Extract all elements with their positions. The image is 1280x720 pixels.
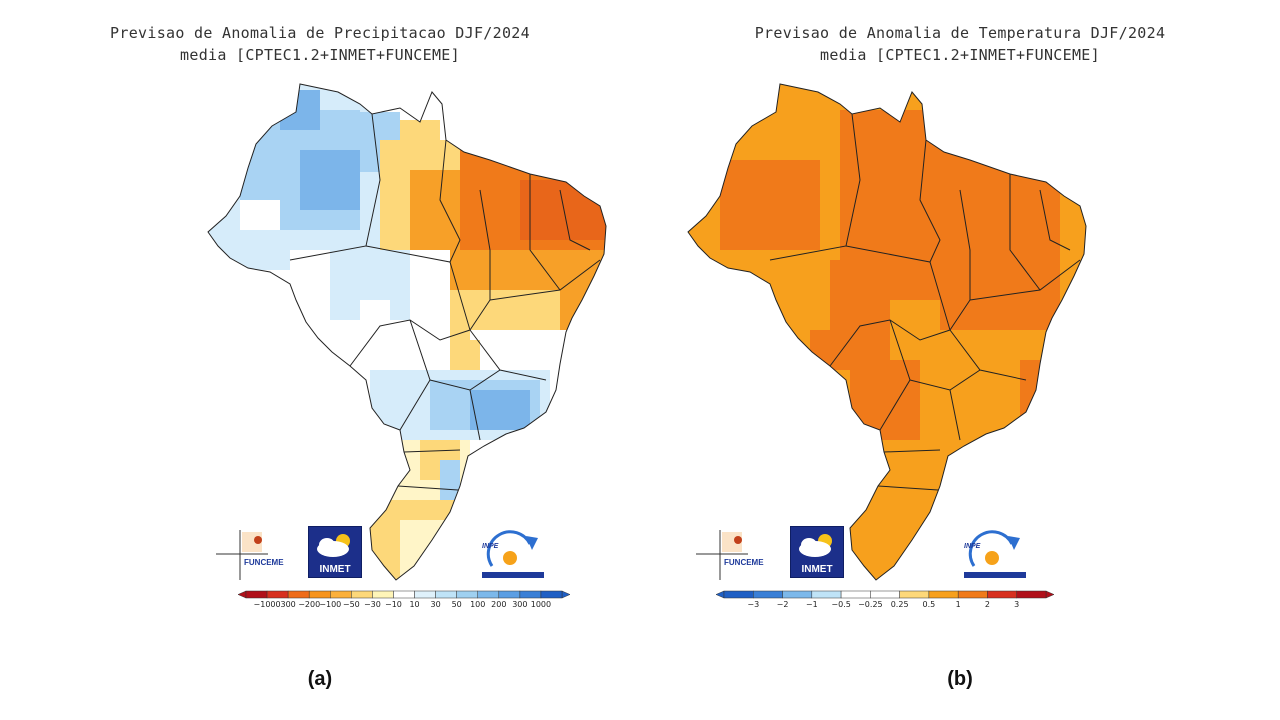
precipitation-colorbar-swatch xyxy=(393,590,415,599)
temperature-colorbar-tick: −1 xyxy=(805,600,818,609)
temperature-colorbar-tick: −0.25 xyxy=(858,600,883,609)
funceme-emblem-icon xyxy=(216,530,268,580)
temperature-colorbar-tick: −0.5 xyxy=(831,600,851,609)
precipitation-title: Previsao de Anomalia de Precipitacao DJF… xyxy=(0,22,640,66)
funceme-label: FUNCEME xyxy=(244,558,284,567)
inmet-logo: INMET xyxy=(790,526,844,578)
temperature-colorbar-swatch xyxy=(870,590,900,599)
temperature-title: Previsao de Anomalia de Temperatura DJF/… xyxy=(640,22,1280,66)
precipitation-colorbar-swatch xyxy=(435,590,457,599)
temperature-colorbar-tick: 0.5 xyxy=(922,600,936,609)
temperature-colorbar-tick: 1 xyxy=(955,600,961,609)
inmet-label: INMET xyxy=(319,564,351,575)
precipitation-colorbar xyxy=(237,590,571,599)
temperature-colorbar-swatch xyxy=(899,590,930,599)
precipitation-colorbar-swatch xyxy=(351,590,373,599)
precipitation-panel: Previsao de Anomalia de Precipitacao DJF… xyxy=(0,22,640,690)
precipitation-title-line2: media [CPTEC1.2+INMET+FUNCEME] xyxy=(180,46,460,64)
precipitation-colorbar-arrow-low xyxy=(237,590,247,599)
inmet-cloud-icon xyxy=(799,534,832,557)
precipitation-colorbar-swatch xyxy=(498,590,521,599)
precipitation-colorbar-tick: 30 xyxy=(430,600,441,609)
temperature-colorbar-swatch xyxy=(957,590,988,599)
precipitation-colorbar-tick: −30 xyxy=(363,600,381,609)
inpe-label: INPE xyxy=(964,543,981,550)
precipitation-colorbar-tick: 200 xyxy=(491,600,507,609)
precipitation-colorbar-swatch xyxy=(540,590,563,599)
precipitation-colorbar-tick: −200 xyxy=(298,600,321,609)
precipitation-colorbar-swatch xyxy=(519,590,542,599)
precipitation-colorbar-swatch xyxy=(308,590,331,599)
precipitation-colorbar-tick: −100 xyxy=(319,600,342,609)
temperature-colorbar-swatch xyxy=(811,590,842,599)
temperature-colorbar-arrow-high xyxy=(1045,590,1055,599)
inpe-label: INPE xyxy=(482,543,499,550)
funceme-logo: FUNCEME xyxy=(696,528,768,582)
inpe-logo: INPE xyxy=(960,526,1030,580)
temperature-colorbar-swatch xyxy=(753,590,783,599)
temperature-colorbar-tick: −3 xyxy=(747,600,760,609)
precipitation-colorbar-tick: −50 xyxy=(342,600,360,609)
temperature-map xyxy=(687,83,1087,581)
precipitation-colorbar-swatch xyxy=(477,590,500,599)
precipitation-colorbar-tick: 300 xyxy=(280,600,296,609)
precipitation-colorbar-tick: 100 xyxy=(470,600,486,609)
precipitation-colorbar-tick: 10 xyxy=(409,600,420,609)
inpe-logo: INPE xyxy=(478,526,548,580)
temperature-title-line2: media [CPTEC1.2+INMET+FUNCEME] xyxy=(820,46,1100,64)
temperature-colorbar-swatch xyxy=(782,590,813,599)
precipitation-map xyxy=(207,83,607,581)
precipitation-colorbar-tick: 1000 xyxy=(530,600,552,609)
temperature-colorbar-swatch xyxy=(840,590,871,599)
temperature-colorbar-swatch xyxy=(987,590,1017,599)
temperature-colorbar-swatch xyxy=(723,590,754,599)
panel-label-b: (b) xyxy=(947,668,973,690)
precipitation-colorbar-swatch xyxy=(414,590,436,599)
panel-label-a: (a) xyxy=(307,668,333,690)
precipitation-colorbar-swatch xyxy=(456,590,478,599)
precipitation-colorbar-tick: 50 xyxy=(451,600,462,609)
precipitation-colorbar-swatch xyxy=(330,590,352,599)
funceme-emblem-icon xyxy=(696,530,748,580)
precipitation-colorbar-swatch xyxy=(372,590,394,599)
temperature-colorbar-tick: 0.25 xyxy=(890,600,909,609)
precipitation-colorbar-swatch xyxy=(245,590,268,599)
temperature-colorbar-swatch xyxy=(928,590,959,599)
temperature-title-line1: Previsao de Anomalia de Temperatura DJF/… xyxy=(754,24,1166,42)
precipitation-colorbar-tick: −10 xyxy=(385,600,402,609)
precipitation-state-borders xyxy=(207,83,607,581)
temperature-colorbar-swatch xyxy=(1016,590,1047,599)
inmet-label: INMET xyxy=(801,564,833,575)
inpe-emblem-icon xyxy=(482,530,544,578)
inpe-emblem-icon xyxy=(964,530,1026,578)
temperature-colorbar-tick: 3 xyxy=(1014,600,1020,609)
temperature-colorbar xyxy=(715,590,1055,599)
precipitation-colorbar-tick: 300 xyxy=(512,600,528,609)
temperature-colorbar-tick: 2 xyxy=(984,600,990,609)
funceme-logo: FUNCEME xyxy=(216,528,288,582)
funceme-label: FUNCEME xyxy=(724,558,764,567)
precipitation-colorbar-swatch xyxy=(287,590,310,599)
inmet-cloud-icon xyxy=(317,534,350,557)
temperature-state-borders xyxy=(687,83,1087,581)
precipitation-colorbar-swatch xyxy=(266,590,289,599)
temperature-colorbar-arrow-low xyxy=(715,590,725,599)
precipitation-title-line1: Previsao de Anomalia de Precipitacao DJF… xyxy=(110,24,530,42)
inmet-logo: INMET xyxy=(308,526,362,578)
precipitation-colorbar-tick: −1000 xyxy=(253,600,281,609)
precipitation-colorbar-arrow-high xyxy=(561,590,571,599)
temperature-colorbar-tick: −2 xyxy=(776,600,789,609)
temperature-panel: Previsao de Anomalia de Temperatura DJF/… xyxy=(640,0,1280,720)
